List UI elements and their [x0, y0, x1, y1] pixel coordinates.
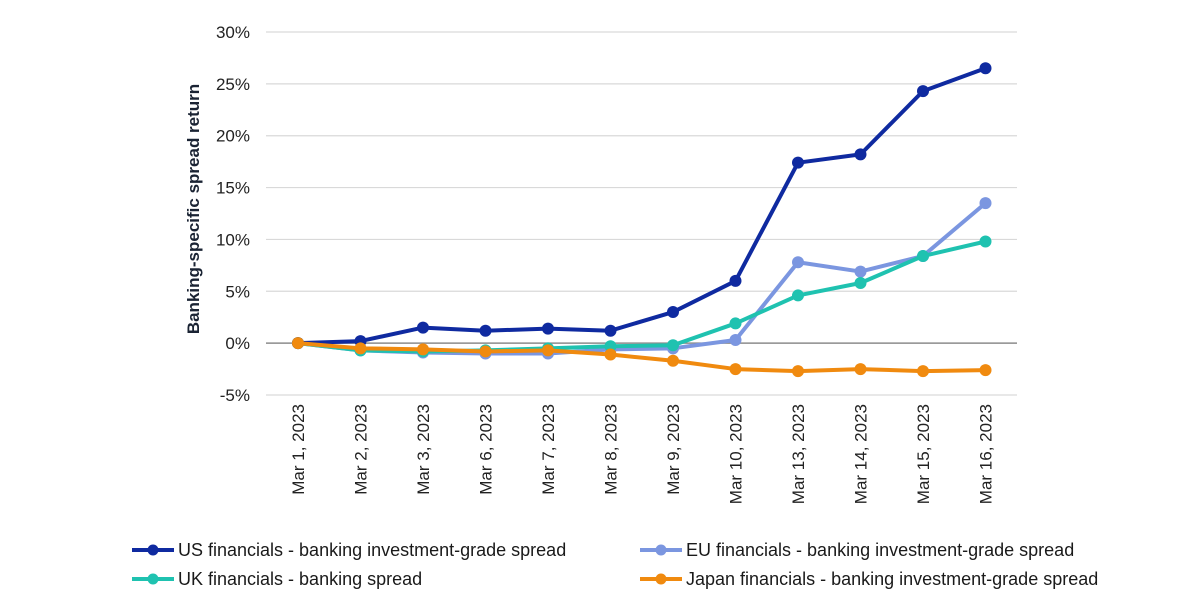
data-point: [417, 321, 429, 334]
data-point: [604, 348, 617, 361]
data-point: [854, 276, 867, 289]
series-group: [292, 62, 992, 378]
x-tick-label: Mar 6, 2023: [477, 404, 496, 495]
data-point: [854, 265, 867, 278]
y-tick-label: -5%: [220, 386, 250, 405]
data-point: [479, 345, 492, 358]
legend-label: EU financials - banking investment-grade…: [686, 540, 1074, 560]
data-point: [542, 344, 554, 357]
y-tick-label: 0%: [225, 334, 250, 353]
legend: US financials - banking investment-grade…: [132, 540, 1098, 589]
data-point: [667, 339, 679, 352]
data-point: [729, 334, 742, 347]
data-point: [917, 250, 929, 263]
gridlines: [266, 31, 1017, 396]
data-point: [979, 197, 992, 210]
x-tick-label: Mar 14, 2023: [852, 404, 871, 504]
data-point: [604, 324, 617, 337]
legend-swatch-marker: [655, 544, 667, 556]
data-point: [792, 156, 804, 169]
legend-swatch-marker: [147, 544, 159, 556]
y-axis-ticks: -5% 0% 5% 10% 15% 20% 25% 30%: [216, 23, 250, 405]
y-tick-label: 10%: [216, 230, 250, 249]
x-tick-label: Mar 1, 2023: [289, 404, 308, 495]
x-tick-label: Mar 8, 2023: [602, 404, 621, 495]
data-point: [479, 324, 492, 337]
data-point: [792, 289, 804, 302]
legend-item: Japan financials - banking investment-gr…: [640, 569, 1098, 589]
x-tick-label: Mar 7, 2023: [539, 404, 558, 495]
y-tick-label: 5%: [225, 282, 250, 301]
x-axis-ticks: Mar 1, 2023 Mar 2, 2023 Mar 3, 2023 Mar 6, …: [289, 404, 996, 504]
data-point: [729, 317, 742, 330]
data-point: [292, 337, 304, 350]
x-tick-label: Mar 13, 2023: [789, 404, 808, 504]
series-line: [296, 66, 988, 346]
data-point: [604, 340, 617, 353]
data-point: [979, 235, 992, 248]
series-3: [292, 337, 992, 378]
data-point: [667, 306, 679, 319]
x-tick-label: Mar 9, 2023: [664, 404, 683, 495]
y-tick-label: 15%: [216, 179, 250, 198]
legend-label: UK financials - banking spread: [178, 569, 422, 589]
series-line: [296, 341, 988, 374]
data-point: [667, 354, 679, 367]
data-point: [979, 364, 992, 377]
data-point: [792, 365, 804, 378]
legend-label: Japan financials - banking investment-gr…: [686, 569, 1098, 589]
y-tick-label: 30%: [216, 23, 250, 42]
y-axis-title: Banking-specific spread return: [184, 84, 203, 334]
data-point: [729, 363, 742, 376]
data-point: [917, 365, 929, 378]
x-tick-label: Mar 10, 2023: [727, 404, 746, 504]
data-point: [354, 342, 367, 355]
data-point: [854, 148, 867, 161]
data-point: [792, 256, 804, 269]
legend-item: US financials - banking investment-grade…: [132, 540, 566, 560]
series-0: [292, 62, 992, 350]
series-line: [296, 239, 988, 354]
x-tick-label: Mar 15, 2023: [914, 404, 933, 504]
x-tick-label: Mar 3, 2023: [414, 404, 433, 495]
legend-label: US financials - banking investment-grade…: [178, 540, 566, 560]
legend-swatch-marker: [655, 573, 667, 585]
x-tick-label: Mar 2, 2023: [352, 404, 371, 495]
x-tick-label: Mar 16, 2023: [977, 404, 996, 504]
legend-item: UK financials - banking spread: [132, 569, 422, 589]
y-tick-label: 25%: [216, 75, 250, 94]
series-2: [292, 235, 992, 358]
y-tick-label: 20%: [216, 127, 250, 146]
data-point: [917, 85, 929, 98]
data-point: [542, 322, 554, 335]
legend-item: EU financials - banking investment-grade…: [640, 540, 1074, 560]
data-point: [417, 343, 429, 356]
legend-swatch-marker: [147, 573, 159, 585]
data-point: [979, 62, 992, 75]
data-point: [729, 274, 742, 287]
data-point: [854, 363, 867, 376]
